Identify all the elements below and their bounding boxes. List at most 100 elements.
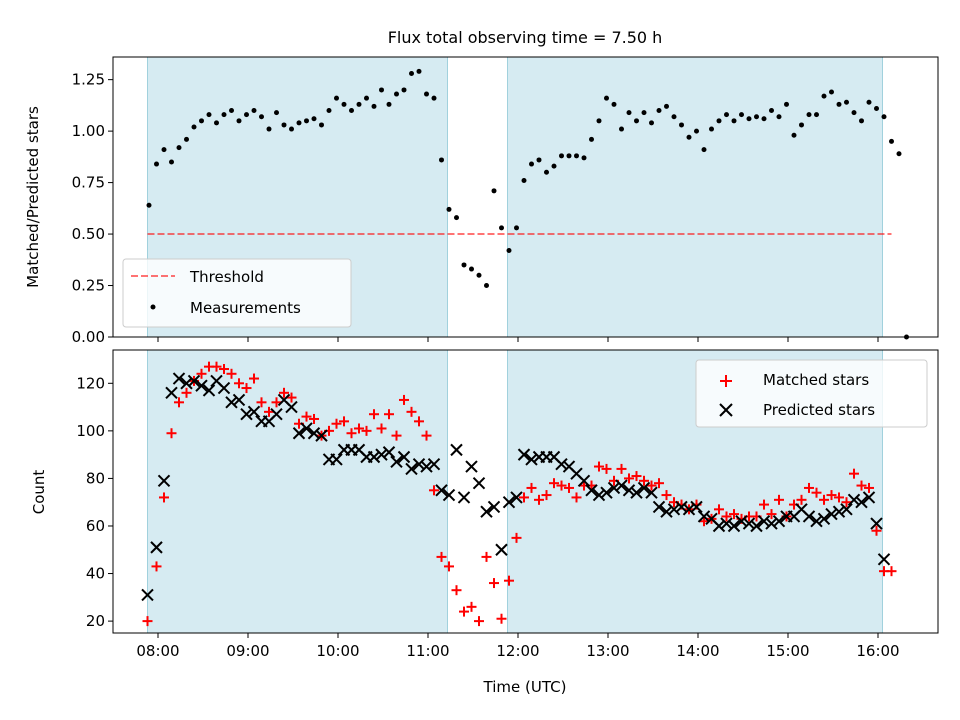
x-tick-label: 08:00 [136,642,179,660]
predicted-star-point [600,486,613,499]
measurement-point [296,120,302,126]
predicted-star-point [367,450,381,464]
threshold-legend-label: Threshold [189,268,264,286]
measurement-point [716,118,722,124]
marker-stroke [757,515,771,528]
matched-star-point [841,497,852,508]
predicted-star-point [742,517,756,530]
measurement-point [544,169,549,175]
measurement-point [439,157,444,163]
marker-stroke [577,474,591,488]
marker-stroke [472,476,486,490]
matched-star-point [496,613,507,624]
predicted-star-point [397,450,411,464]
measurement-point [821,93,827,99]
matched-star-point [721,511,732,522]
matched-star-point [436,551,447,562]
measurement-point [356,101,362,107]
measurement-point [236,118,242,124]
measurement-point [746,116,752,122]
predicted-star-point [622,484,636,497]
marker-stroke [352,443,366,457]
measurement-point [184,136,189,142]
matched-star-point [631,471,642,482]
measurement-point [229,108,234,114]
measurement-point [701,147,707,153]
measurement-point [154,161,159,167]
marker-stroke [487,500,501,514]
marker-stroke [150,541,163,554]
predicted-star-point [307,427,321,440]
predicted-star-point [757,515,771,528]
matched-star-point [594,461,604,472]
predicted-star-point [457,491,471,504]
measurement-point [566,153,572,159]
matched-star-point [534,494,544,505]
marker-stroke [390,455,403,468]
matched-star-point [759,499,769,510]
count-y-tick-label: 80 [86,469,105,487]
predicted-star-point [232,393,246,407]
measurement-point [259,114,264,120]
matched-star-point [331,418,342,429]
marker-stroke [180,377,193,390]
predicted-star-point [225,396,238,409]
measurement-point [596,118,602,124]
marker-stroke [397,450,411,464]
measurement-point [769,108,774,114]
predicted-star-point [817,512,831,526]
count-y-ticks: 20 40 60 80 100 120 [76,374,113,630]
marker-stroke [315,429,328,442]
marker-stroke [412,457,426,471]
predicted-star-point [405,462,418,476]
marker-stroke [555,457,568,471]
count-panel: 20 40 60 80 100 120 08:00 09:00 10:00 11:00 12:00… [30,349,939,696]
matched-star-point [856,480,867,491]
matched-star-point [286,392,297,403]
measurement-point [626,110,632,116]
predicted-star-point [487,500,501,514]
measurement-point [836,101,842,107]
predicted-star-point [465,460,478,473]
measurement-point [251,108,257,114]
predicted-star-point [645,486,658,499]
marker-stroke [367,450,381,464]
marker-stroke [727,519,741,533]
marker-stroke [217,381,231,395]
marker-stroke [292,427,306,440]
measurement-point [656,108,662,114]
ratio-y-tick-label: 0.75 [72,174,105,192]
measurement-point [664,103,669,109]
predicted-star-point [157,474,171,488]
predicted-star-point [330,453,343,466]
measurement-point [334,95,339,101]
predicted-star-point [480,505,493,518]
marker-stroke [270,408,283,421]
measurement-point [829,89,834,95]
predicted-star-point [607,481,621,495]
marker-stroke [585,484,598,497]
predicted-star-point [270,408,283,421]
measurement-point [679,122,684,128]
measurements-legend-label: Measurements [190,299,301,317]
measurement-point [289,126,294,132]
predicted-star-point [502,495,516,509]
matched-star-point [526,482,537,493]
matched-star-point [474,616,484,627]
predicted-star-point [150,541,163,554]
predicted-star-point [802,510,816,523]
predicted-legend-label: Predicted stars [763,401,875,419]
measurement-point [881,114,887,120]
ratio-y-tick-label: 0.25 [72,277,105,295]
marker-stroke [225,396,238,409]
ratio-y-tick-label: 1.00 [72,122,105,140]
marker-stroke [285,400,298,414]
measurement-point [709,126,714,132]
ratio-y-ticks: 0.00 0.25 0.50 0.75 1.00 1.25 [72,71,113,346]
predicted-star-point [870,517,883,530]
marker-stroke [705,512,718,526]
matched-star-point [271,397,282,408]
matched-star-point [849,468,859,479]
predicted-star-point [660,505,673,518]
predicted-star-point [615,479,628,492]
